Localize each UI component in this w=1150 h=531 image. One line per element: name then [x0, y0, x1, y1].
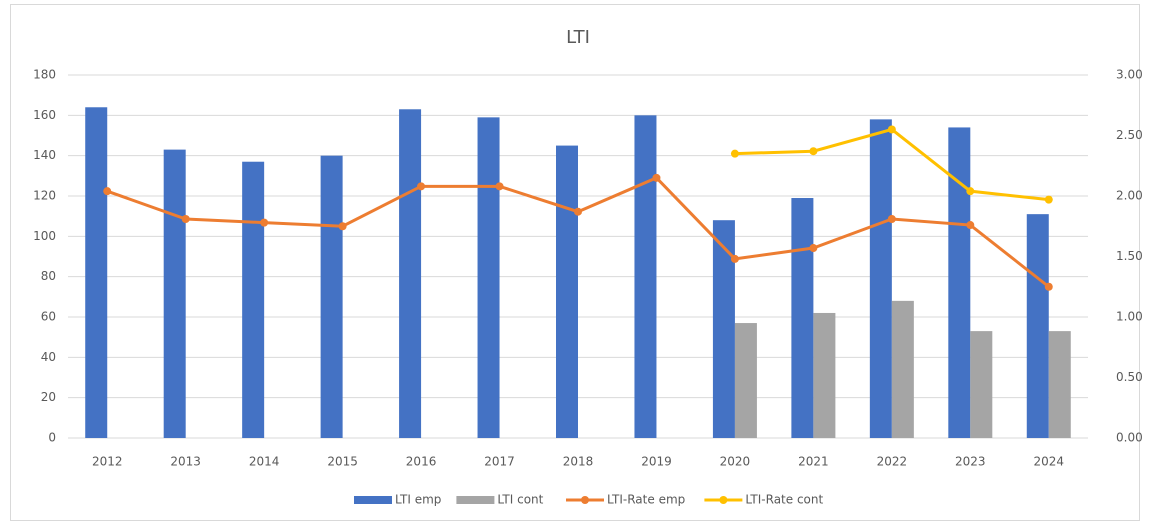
- x-tick-label: 2023: [955, 455, 986, 469]
- legend-marker: [719, 496, 728, 504]
- y2-tick-label: 0.00: [1116, 431, 1143, 445]
- y-tick-label: 100: [33, 229, 56, 243]
- line-marker: [1044, 282, 1053, 291]
- legend-label: LTI emp: [395, 493, 441, 507]
- x-tick-label: 2016: [406, 455, 437, 469]
- x-tick-label: 2013: [170, 455, 201, 469]
- x-tick-label: 2021: [798, 455, 829, 469]
- y-tick-label: 40: [41, 350, 56, 364]
- bar: [791, 198, 814, 438]
- bar: [948, 127, 971, 438]
- line-marker: [1044, 195, 1053, 204]
- bar: [242, 161, 265, 438]
- x-tick-label: 2020: [720, 455, 751, 469]
- bar: [556, 145, 578, 439]
- bar: [1026, 214, 1049, 438]
- legend-swatch: [354, 496, 392, 504]
- line-marker: [730, 254, 739, 263]
- line-marker: [887, 214, 896, 223]
- bar: [869, 119, 892, 438]
- y-tick-label: 0: [48, 431, 56, 445]
- y-tick-label: 140: [33, 148, 56, 162]
- line-marker: [652, 173, 661, 182]
- bar: [85, 107, 108, 439]
- x-tick-label: 2014: [249, 455, 280, 469]
- y-tick-label: 20: [41, 390, 56, 404]
- chart-title: LTI: [566, 27, 590, 48]
- x-tick-label: 2022: [877, 455, 908, 469]
- y2-tick-label: 1.50: [1116, 249, 1143, 263]
- legend-label: LTI-Rate cont: [745, 493, 823, 507]
- bar: [634, 115, 657, 438]
- bar: [320, 155, 343, 438]
- line-marker: [574, 207, 582, 216]
- y-tick-label: 180: [33, 68, 56, 82]
- bar: [813, 312, 836, 438]
- x-tick-label: 2024: [1033, 455, 1064, 469]
- line-marker: [103, 187, 112, 196]
- x-tick-label: 2019: [641, 455, 672, 469]
- y-tick-label: 60: [41, 310, 56, 324]
- y-tick-label: 120: [33, 189, 56, 203]
- bar: [970, 331, 993, 438]
- line-marker: [338, 222, 347, 231]
- line-marker: [809, 244, 818, 253]
- bar: [477, 117, 500, 438]
- line-marker: [495, 182, 504, 191]
- bar: [163, 149, 186, 438]
- x-tick-label: 2018: [563, 455, 594, 469]
- y2-tick-label: 3.00: [1116, 68, 1143, 82]
- bar: [1048, 331, 1071, 438]
- line-marker: [260, 218, 269, 227]
- line-marker: [966, 187, 975, 196]
- legend-label: LTI cont: [497, 493, 543, 507]
- bar: [399, 109, 422, 439]
- y2-tick-label: 2.00: [1116, 189, 1143, 203]
- x-tick-label: 2015: [327, 455, 358, 469]
- line-marker: [730, 149, 739, 158]
- line-marker: [181, 214, 190, 223]
- y2-tick-label: 1.00: [1116, 310, 1143, 324]
- line-marker: [966, 221, 975, 230]
- y-tick-label: 80: [41, 269, 56, 283]
- legend-swatch: [456, 496, 495, 504]
- x-tick-label: 2012: [92, 455, 123, 469]
- line-marker: [417, 182, 426, 191]
- y2-tick-label: 2.50: [1116, 128, 1143, 142]
- legend-marker: [581, 496, 589, 504]
- line-marker: [809, 147, 818, 156]
- y-tick-label: 160: [33, 108, 56, 122]
- x-tick-label: 2017: [484, 455, 515, 469]
- bar: [712, 220, 735, 438]
- bar: [734, 323, 757, 438]
- legend-label: LTI-Rate emp: [607, 493, 685, 507]
- line-marker: [887, 125, 896, 134]
- y2-tick-label: 0.50: [1116, 370, 1143, 384]
- bar: [891, 300, 914, 438]
